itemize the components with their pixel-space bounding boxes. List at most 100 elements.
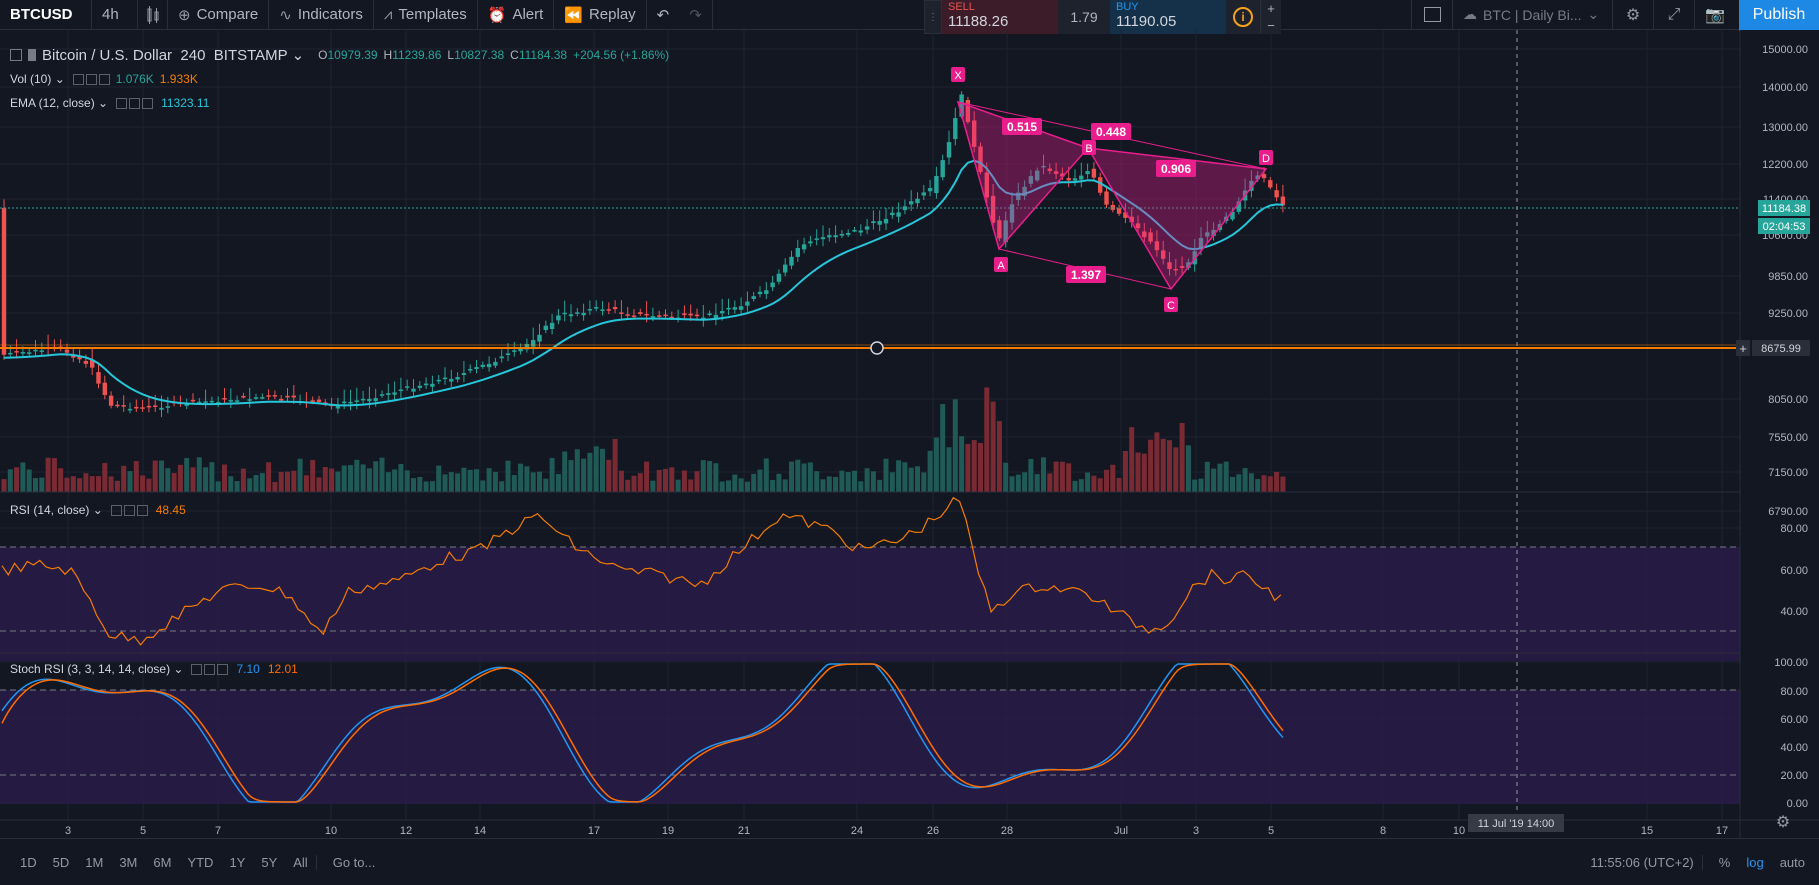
volume-bar	[637, 473, 643, 492]
candle-body	[310, 400, 315, 402]
settings-button[interactable]: ⚙	[1612, 0, 1653, 29]
line-handle[interactable]	[870, 341, 884, 355]
auto-toggle[interactable]: auto	[1779, 854, 1805, 870]
chart-style-button[interactable]	[138, 0, 168, 29]
range-button-6m[interactable]: 6M	[153, 854, 172, 870]
volume-bar	[946, 447, 952, 492]
settings-icon[interactable]	[85, 73, 97, 85]
main-legend: Bitcoin / U.S. Dollar 240 BITSTAMP ⌄ O10…	[10, 43, 675, 115]
chart-canvas[interactable]: X A B C D 0.515 0.448 1.397 0.906 15000.00 14000.…	[0, 30, 1819, 838]
candle-body	[707, 313, 712, 315]
layout-select[interactable]: ☁ BTC | Daily Bi... ⌄	[1452, 0, 1612, 29]
fullscreen-toggle-button[interactable]	[1411, 0, 1452, 29]
info-button[interactable]: i	[1226, 0, 1260, 34]
eye-icon[interactable]	[116, 97, 128, 109]
volume-bar	[971, 440, 977, 492]
candle-body	[474, 367, 479, 370]
alert-button[interactable]: ⏰ Alert	[478, 0, 555, 29]
volume-bar	[807, 462, 813, 492]
symbol-search[interactable]: BTCUSD	[0, 0, 92, 29]
quantity-stepper[interactable]: + −	[1260, 0, 1281, 34]
percent-toggle[interactable]: %	[1701, 854, 1739, 870]
range-button-1m[interactable]: 1M	[85, 854, 104, 870]
eye-icon[interactable]	[191, 663, 203, 675]
indicators-button[interactable]: ∿ Indicators	[269, 0, 374, 29]
stoch-axis-label: 60.00	[1780, 714, 1808, 726]
range-button-1d[interactable]: 1D	[20, 854, 37, 870]
candle-body	[1, 207, 7, 355]
range-button-3m[interactable]: 3M	[119, 854, 138, 870]
axis-settings-gear-icon[interactable]: ⚙	[1776, 812, 1790, 831]
volume-bar	[669, 467, 675, 492]
redo-button[interactable]: ↷	[679, 0, 713, 29]
pattern-point-label: D	[1262, 153, 1270, 165]
time-axis-label: 28	[1001, 825, 1013, 837]
templates-button[interactable]: ⩘ Templates	[374, 0, 478, 29]
volume-bar	[568, 460, 574, 492]
stoch-legend-label[interactable]: Stoch RSI (3, 3, 14, 14, close) ⌄	[10, 662, 184, 676]
clock[interactable]: 11:55:06 (UTC+2)	[1590, 854, 1694, 870]
goto-button[interactable]: Go to...	[315, 854, 384, 870]
candle-body	[197, 401, 202, 404]
collapse-icon[interactable]	[10, 49, 22, 61]
settings-icon[interactable]	[123, 504, 135, 516]
flag-icon[interactable]	[28, 49, 36, 61]
minus-icon[interactable]: −	[1267, 18, 1275, 33]
candle-body	[663, 314, 668, 317]
candle-body	[1249, 180, 1254, 191]
xabcd-pattern[interactable]: X A B C D 0.515 0.448 1.397 0.906	[951, 67, 1273, 312]
settings-icon[interactable]	[204, 663, 216, 675]
log-toggle[interactable]: log	[1746, 854, 1764, 870]
volume-bar	[102, 463, 108, 492]
ema-legend-label[interactable]: EMA (12, close) ⌄	[10, 96, 109, 110]
candle-body	[348, 401, 353, 404]
sell-button[interactable]: SELL 11188.26	[942, 0, 1058, 34]
volume-bar	[1160, 438, 1166, 492]
volume-bar	[133, 461, 139, 492]
bottom-toolbar: 1D 5D 1M 3M 6M YTD 1Y 5Y All Go to... 11:55:06 (…	[0, 838, 1819, 885]
eye-icon[interactable]	[72, 73, 84, 85]
interval-select[interactable]: 4h	[92, 0, 138, 29]
rsi-axis-label: 80.00	[1780, 523, 1808, 535]
rsi-value: 48.45	[155, 503, 186, 517]
close-icon[interactable]	[142, 97, 154, 109]
compare-button[interactable]: ⊕ Compare	[168, 0, 270, 29]
range-button-all[interactable]: All	[293, 854, 308, 870]
candle-body	[1255, 175, 1260, 180]
fullscreen-button[interactable]: ⤢	[1653, 0, 1694, 29]
close-icon[interactable]	[217, 663, 229, 675]
vol-legend-label[interactable]: Vol (10) ⌄	[10, 72, 65, 86]
volume-bar	[1280, 476, 1286, 492]
volume-bar	[455, 473, 461, 492]
range-button-1y[interactable]: 1Y	[229, 854, 246, 870]
candle-body	[820, 237, 826, 240]
candle-body	[1116, 208, 1122, 214]
range-button-5d[interactable]: 5D	[52, 854, 70, 870]
candle-body	[480, 364, 485, 367]
time-axis-label: 12	[400, 825, 412, 837]
crosshair-plus-icon[interactable]: +	[1736, 340, 1750, 356]
candle-body	[442, 377, 448, 380]
candle-body	[1142, 231, 1147, 238]
settings-icon[interactable]	[129, 97, 141, 109]
range-button-ytd[interactable]: YTD	[187, 854, 214, 870]
range-button-5y[interactable]: 5Y	[261, 854, 278, 870]
volume-bar	[417, 476, 423, 492]
close-icon[interactable]	[136, 504, 148, 516]
publish-button[interactable]: Publish	[1739, 0, 1819, 31]
candle-body	[8, 352, 13, 355]
buy-button[interactable]: BUY 11190.05	[1110, 0, 1226, 34]
volume-bar	[360, 464, 366, 492]
volume-bar	[140, 475, 146, 492]
volume-bar	[978, 443, 983, 492]
drag-handle-icon[interactable]: ⋮	[924, 0, 942, 34]
replay-button[interactable]: ⏪ Replay	[554, 0, 647, 29]
plus-icon[interactable]: +	[1267, 1, 1275, 16]
candle-body	[757, 291, 763, 295]
rsi-legend-label[interactable]: RSI (14, close) ⌄	[10, 503, 103, 517]
price-axis[interactable]	[1740, 30, 1819, 820]
snapshot-button[interactable]: 📷	[1694, 0, 1735, 29]
undo-button[interactable]: ↶	[647, 0, 680, 29]
eye-icon[interactable]	[110, 504, 122, 516]
close-icon[interactable]	[98, 73, 110, 85]
